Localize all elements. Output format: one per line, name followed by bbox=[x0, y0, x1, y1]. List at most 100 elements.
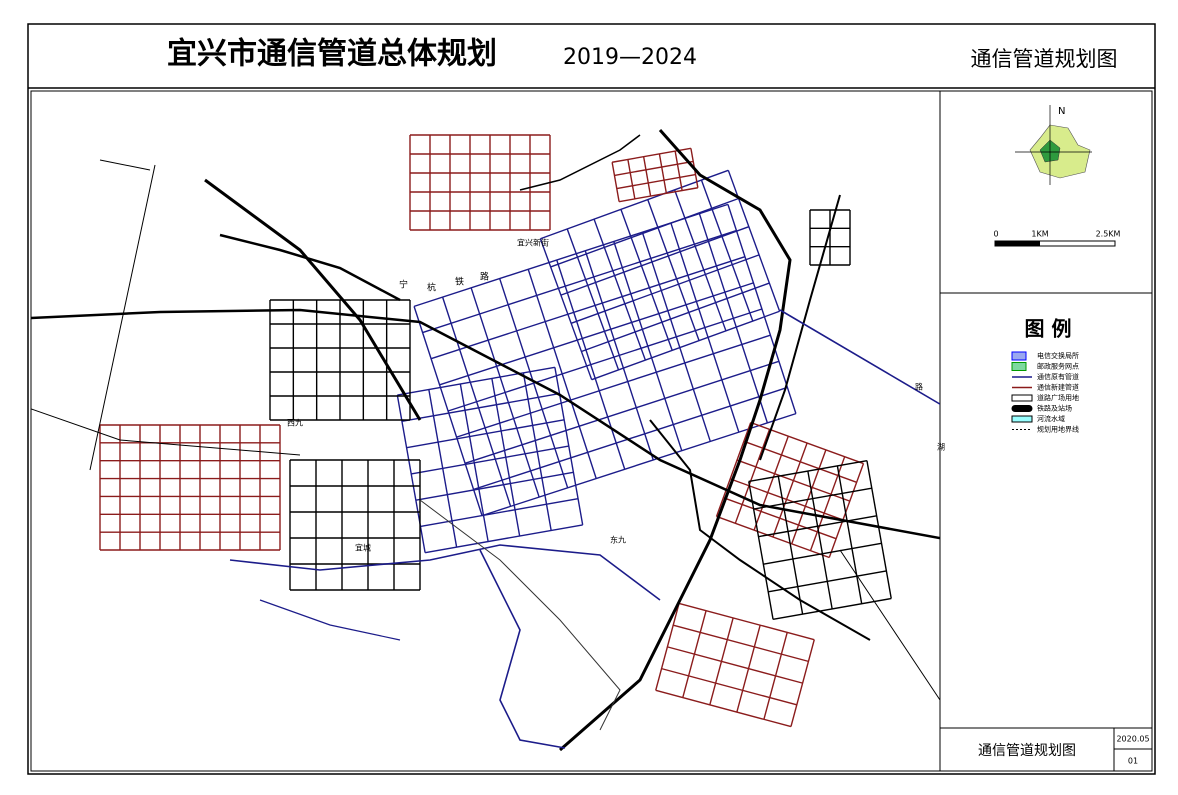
drawing-name: 通信管道规划图 bbox=[971, 47, 1118, 71]
road bbox=[716, 515, 830, 559]
road bbox=[593, 218, 647, 361]
road bbox=[642, 156, 652, 197]
map-label: 路 bbox=[915, 382, 923, 392]
road bbox=[748, 459, 868, 483]
road bbox=[424, 524, 583, 554]
road bbox=[397, 366, 556, 396]
legend-item: 道路广场用地 bbox=[1011, 393, 1079, 402]
map-label: 东九 bbox=[610, 535, 626, 545]
scale-segment bbox=[995, 241, 1040, 246]
road bbox=[753, 487, 872, 510]
map-label: 铁 bbox=[455, 276, 464, 288]
legend: 电信交换局所邮政服务网点通信原有管道通信新建管道道路广场用地铁路及站场河流水域规… bbox=[1011, 351, 1079, 434]
road bbox=[736, 459, 851, 502]
title: 宜兴市通信管道总体规划 bbox=[167, 37, 497, 72]
road bbox=[866, 460, 892, 599]
road bbox=[743, 440, 857, 483]
map-label: 杭 bbox=[427, 282, 436, 294]
legend-item: 规划用地界线 bbox=[1012, 425, 1079, 434]
road bbox=[772, 597, 892, 621]
road bbox=[591, 310, 780, 381]
road bbox=[678, 602, 815, 641]
legend-item: 通信原有管道 bbox=[1012, 372, 1079, 381]
road bbox=[419, 499, 621, 731]
road bbox=[763, 542, 882, 565]
legend-symbol bbox=[1011, 394, 1033, 402]
road bbox=[727, 170, 781, 312]
map-label: 湖 bbox=[937, 443, 945, 452]
road bbox=[839, 549, 940, 701]
road bbox=[674, 151, 683, 191]
legend-label: 通信原有管道 bbox=[1037, 372, 1079, 381]
scale-bar: 0 1KM 2.5KM bbox=[993, 230, 1121, 247]
existing-duct bbox=[779, 309, 940, 406]
main-road bbox=[31, 308, 940, 540]
map bbox=[31, 129, 940, 752]
existing-duct bbox=[259, 599, 401, 641]
road bbox=[566, 228, 620, 371]
road bbox=[700, 179, 754, 322]
new-duct-grid bbox=[409, 134, 551, 231]
railway bbox=[759, 194, 841, 461]
road bbox=[570, 254, 760, 324]
railway bbox=[559, 129, 792, 752]
road bbox=[791, 449, 827, 545]
road bbox=[406, 419, 565, 449]
road-grid bbox=[269, 299, 411, 421]
road bbox=[620, 209, 673, 351]
road bbox=[581, 282, 770, 353]
road bbox=[836, 465, 863, 604]
legend-label: 规划用地界线 bbox=[1037, 425, 1079, 434]
legend-symbol bbox=[1011, 405, 1033, 412]
road bbox=[539, 238, 593, 380]
main-road bbox=[204, 178, 422, 421]
road bbox=[748, 481, 774, 620]
road bbox=[777, 476, 804, 615]
existing-duct-grid bbox=[539, 169, 781, 381]
legend-item: 铁路及站场 bbox=[1011, 404, 1072, 413]
title-block-date: 2020.05 bbox=[1116, 735, 1149, 744]
road bbox=[661, 667, 797, 706]
map-labels: 宜兴新街 宁 杭 铁 路 西九 东九 宜城 湖 路 bbox=[287, 238, 945, 553]
road bbox=[481, 412, 797, 517]
road bbox=[655, 689, 792, 728]
legend-label: 电信交换局所 bbox=[1037, 351, 1079, 360]
legend-label: 河流水域 bbox=[1037, 414, 1065, 423]
legend-item: 邮政服务网点 bbox=[1011, 362, 1079, 371]
existing-duct bbox=[229, 544, 661, 601]
map-label: 路 bbox=[480, 271, 489, 283]
legend-label: 邮政服务网点 bbox=[1037, 362, 1079, 371]
map-label: 宜兴新街 bbox=[517, 238, 549, 248]
road bbox=[627, 159, 636, 199]
road bbox=[647, 199, 700, 341]
road bbox=[614, 160, 694, 177]
road bbox=[31, 408, 301, 456]
road bbox=[401, 392, 560, 423]
road bbox=[560, 226, 750, 296]
years: 2019—2024 bbox=[563, 45, 697, 70]
outer-border bbox=[27, 23, 1156, 775]
road bbox=[447, 308, 763, 412]
scale-label: 1KM bbox=[1031, 230, 1048, 239]
legend-symbol bbox=[1011, 351, 1027, 361]
road bbox=[420, 497, 579, 528]
road bbox=[715, 422, 752, 517]
road bbox=[616, 173, 696, 190]
legend-symbol bbox=[1011, 415, 1033, 423]
map-label: 宜城 bbox=[355, 543, 371, 553]
road bbox=[430, 256, 746, 360]
road bbox=[753, 435, 789, 531]
road bbox=[768, 570, 887, 593]
wind-rose bbox=[1029, 124, 1091, 179]
road bbox=[673, 189, 727, 332]
legend-symbol bbox=[1011, 362, 1027, 371]
road bbox=[667, 646, 803, 684]
road-grid bbox=[748, 459, 892, 621]
road bbox=[415, 471, 574, 501]
legend-label: 通信新建管道 bbox=[1037, 383, 1079, 392]
legend-item: 通信新建管道 bbox=[1012, 383, 1079, 392]
compass: N bbox=[1015, 105, 1092, 185]
road bbox=[464, 360, 780, 464]
